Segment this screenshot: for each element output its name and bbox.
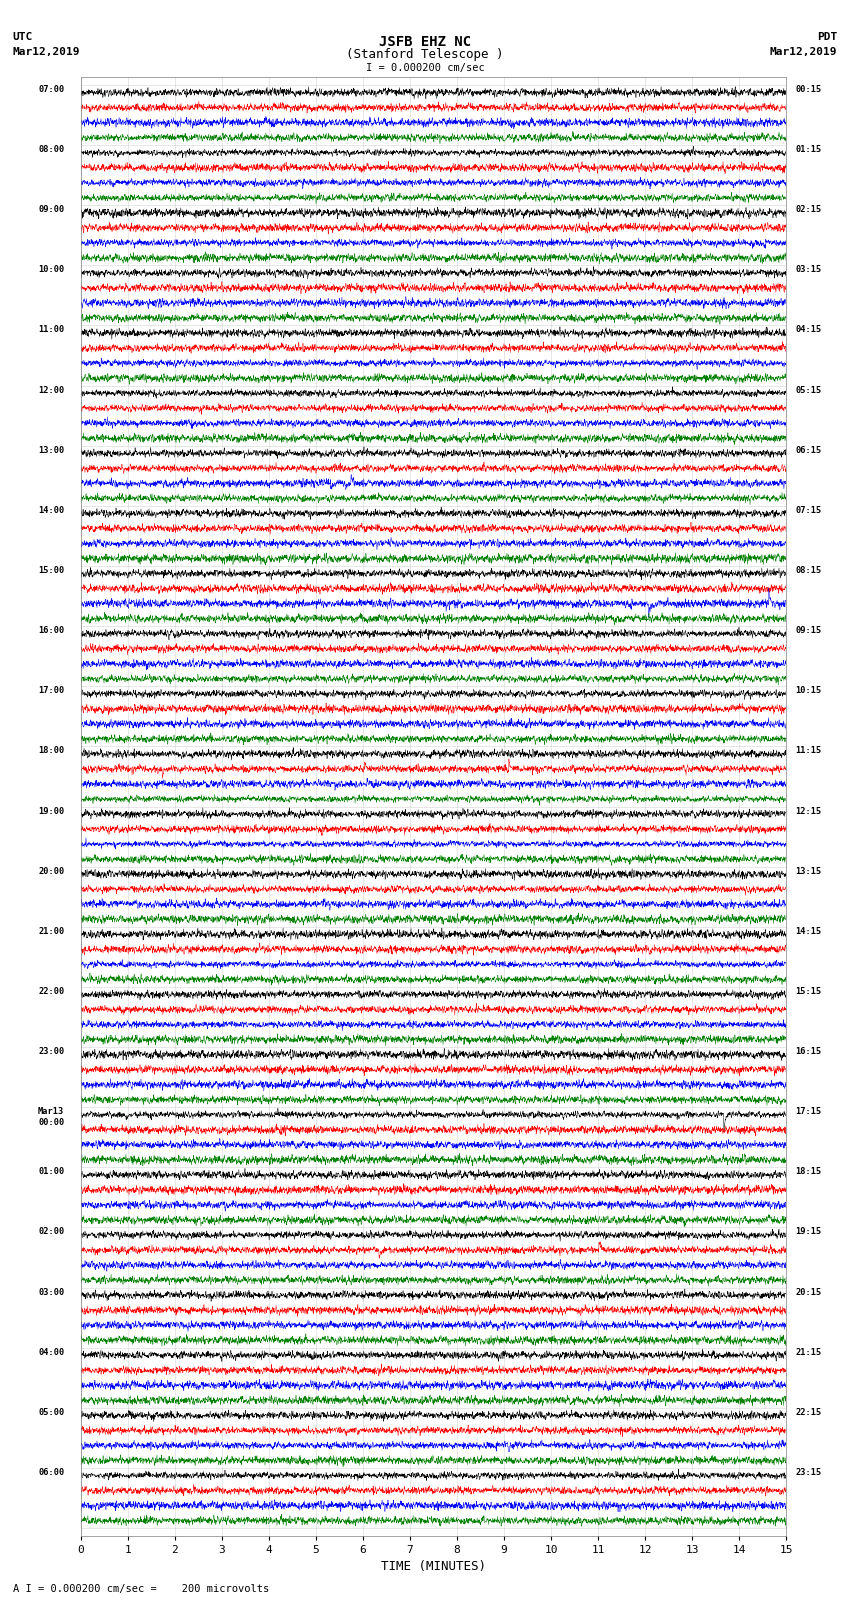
Text: 07:15: 07:15 xyxy=(796,506,822,515)
Text: (Stanford Telescope ): (Stanford Telescope ) xyxy=(346,48,504,61)
Text: 23:00: 23:00 xyxy=(38,1047,65,1057)
Text: 12:00: 12:00 xyxy=(38,386,65,395)
Text: 07:00: 07:00 xyxy=(38,85,65,94)
Text: 19:00: 19:00 xyxy=(38,806,65,816)
Text: 02:15: 02:15 xyxy=(796,205,822,215)
Text: 04:00: 04:00 xyxy=(38,1348,65,1357)
Text: 18:15: 18:15 xyxy=(796,1168,822,1176)
Text: Mar12,2019: Mar12,2019 xyxy=(770,47,837,56)
Text: A I = 0.000200 cm/sec =    200 microvolts: A I = 0.000200 cm/sec = 200 microvolts xyxy=(13,1584,269,1594)
Text: 22:00: 22:00 xyxy=(38,987,65,995)
Text: 21:15: 21:15 xyxy=(796,1348,822,1357)
X-axis label: TIME (MINUTES): TIME (MINUTES) xyxy=(381,1560,486,1573)
Text: 10:15: 10:15 xyxy=(796,686,822,695)
Text: 20:00: 20:00 xyxy=(38,866,65,876)
Text: 16:00: 16:00 xyxy=(38,626,65,636)
Text: 04:15: 04:15 xyxy=(796,326,822,334)
Text: I = 0.000200 cm/sec: I = 0.000200 cm/sec xyxy=(366,63,484,73)
Text: 20:15: 20:15 xyxy=(796,1287,822,1297)
Text: 15:00: 15:00 xyxy=(38,566,65,574)
Text: 08:00: 08:00 xyxy=(38,145,65,155)
Text: 14:15: 14:15 xyxy=(796,927,822,936)
Text: 21:00: 21:00 xyxy=(38,927,65,936)
Text: 09:00: 09:00 xyxy=(38,205,65,215)
Text: Mar12,2019: Mar12,2019 xyxy=(13,47,80,56)
Text: 06:15: 06:15 xyxy=(796,445,822,455)
Text: 02:00: 02:00 xyxy=(38,1227,65,1237)
Text: 17:15: 17:15 xyxy=(796,1107,822,1116)
Text: 16:15: 16:15 xyxy=(796,1047,822,1057)
Text: 12:15: 12:15 xyxy=(796,806,822,816)
Text: 08:15: 08:15 xyxy=(796,566,822,574)
Text: Mar13
00:00: Mar13 00:00 xyxy=(38,1107,65,1126)
Text: 03:00: 03:00 xyxy=(38,1287,65,1297)
Text: JSFB EHZ NC: JSFB EHZ NC xyxy=(379,35,471,50)
Text: 19:15: 19:15 xyxy=(796,1227,822,1237)
Text: 05:00: 05:00 xyxy=(38,1408,65,1416)
Text: 01:00: 01:00 xyxy=(38,1168,65,1176)
Text: 10:00: 10:00 xyxy=(38,265,65,274)
Text: 18:00: 18:00 xyxy=(38,747,65,755)
Text: 01:15: 01:15 xyxy=(796,145,822,155)
Text: 22:15: 22:15 xyxy=(796,1408,822,1416)
Text: 09:15: 09:15 xyxy=(796,626,822,636)
Text: 13:00: 13:00 xyxy=(38,445,65,455)
Text: 11:15: 11:15 xyxy=(796,747,822,755)
Text: 14:00: 14:00 xyxy=(38,506,65,515)
Text: 15:15: 15:15 xyxy=(796,987,822,995)
Text: 17:00: 17:00 xyxy=(38,686,65,695)
Text: PDT: PDT xyxy=(817,32,837,42)
Text: 03:15: 03:15 xyxy=(796,265,822,274)
Text: 06:00: 06:00 xyxy=(38,1468,65,1478)
Text: 13:15: 13:15 xyxy=(796,866,822,876)
Text: 23:15: 23:15 xyxy=(796,1468,822,1478)
Text: UTC: UTC xyxy=(13,32,33,42)
Text: 00:15: 00:15 xyxy=(796,85,822,94)
Text: 05:15: 05:15 xyxy=(796,386,822,395)
Text: 11:00: 11:00 xyxy=(38,326,65,334)
